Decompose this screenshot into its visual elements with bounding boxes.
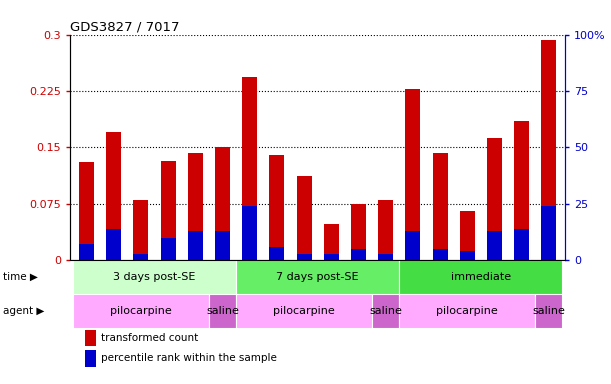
Bar	[188, 231, 203, 260]
Bar	[297, 176, 312, 260]
Bar	[372, 294, 400, 328]
Bar	[351, 249, 366, 260]
Bar	[406, 89, 420, 260]
Bar	[73, 260, 236, 294]
Bar	[400, 294, 535, 328]
Bar	[133, 253, 148, 260]
Text: percentile rank within the sample: percentile rank within the sample	[101, 354, 277, 364]
Bar	[106, 132, 121, 260]
Text: pilocarpine: pilocarpine	[273, 306, 335, 316]
Bar	[236, 294, 372, 328]
Text: immediate: immediate	[451, 272, 511, 282]
Bar	[487, 137, 502, 260]
Bar	[79, 162, 94, 260]
Bar	[378, 200, 393, 260]
Bar	[269, 155, 284, 260]
Bar	[209, 294, 236, 328]
Bar	[215, 147, 230, 260]
Text: saline: saline	[532, 306, 565, 316]
Text: saline: saline	[206, 306, 239, 316]
Bar	[433, 154, 448, 260]
Bar	[460, 251, 475, 260]
Bar	[514, 229, 529, 260]
Bar	[242, 206, 257, 260]
Text: transformed count: transformed count	[101, 333, 198, 343]
Bar	[269, 247, 284, 260]
Bar	[133, 200, 148, 260]
Bar	[297, 253, 312, 260]
Bar	[406, 231, 420, 260]
Text: 7 days post-SE: 7 days post-SE	[276, 272, 359, 282]
Bar	[85, 350, 96, 367]
Bar	[433, 249, 448, 260]
Bar	[487, 231, 502, 260]
Text: 3 days post-SE: 3 days post-SE	[114, 272, 196, 282]
Bar	[514, 121, 529, 260]
Bar	[541, 40, 557, 260]
Bar	[324, 224, 338, 260]
Text: GDS3827 / 7017: GDS3827 / 7017	[70, 20, 180, 33]
Bar	[400, 260, 563, 294]
Bar	[161, 238, 175, 260]
Bar	[106, 229, 121, 260]
Text: pilocarpine: pilocarpine	[436, 306, 498, 316]
Bar	[535, 294, 563, 328]
Text: saline: saline	[369, 306, 402, 316]
Bar	[161, 161, 175, 260]
Bar	[351, 204, 366, 260]
Bar	[242, 78, 257, 260]
Bar	[85, 330, 96, 346]
Bar	[79, 245, 94, 260]
Text: agent ▶: agent ▶	[3, 306, 45, 316]
Bar	[236, 260, 400, 294]
Text: time ▶: time ▶	[3, 272, 38, 282]
Bar	[460, 211, 475, 260]
Text: pilocarpine: pilocarpine	[110, 306, 172, 316]
Bar	[215, 231, 230, 260]
Bar	[324, 253, 338, 260]
Bar	[378, 253, 393, 260]
Bar	[188, 153, 203, 260]
Bar	[73, 294, 209, 328]
Bar	[541, 206, 557, 260]
